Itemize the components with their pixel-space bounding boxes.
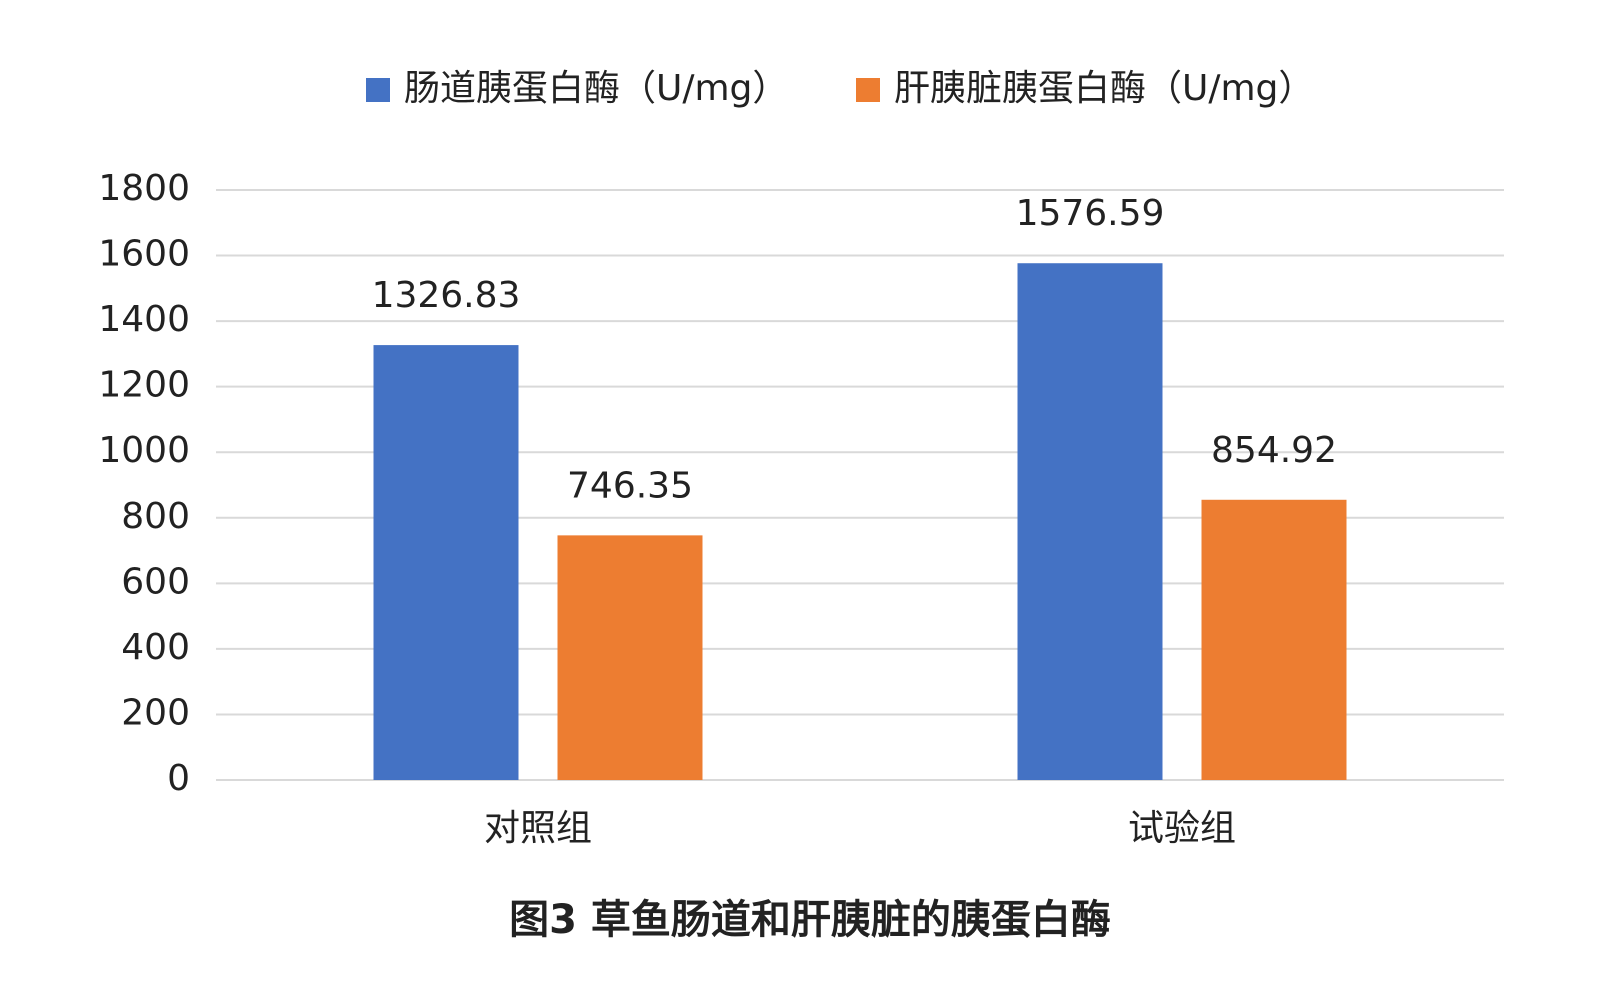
legend-swatch — [366, 78, 390, 102]
category-label: 对照组 — [484, 808, 592, 849]
legend-label: 肝胰脏胰蛋白酶（U/mg） — [894, 68, 1314, 109]
y-tick-label: 1200 — [98, 365, 190, 406]
y-tick-label: 1000 — [98, 430, 190, 471]
y-axis-tick-labels: 0 200 400 600 800 1000 1200 1400 1600 1800 — [98, 168, 190, 799]
y-tick-label: 400 — [121, 627, 190, 668]
bar-series-2-test — [1201, 499, 1347, 780]
legend: 肠道胰蛋白酶（U/mg） 肝胰脏胰蛋白酶（U/mg） — [366, 68, 1314, 109]
bar-series-1-test — [1017, 263, 1163, 780]
data-label: 854.92 — [1211, 430, 1337, 471]
y-tick-label: 200 — [121, 692, 190, 733]
data-label: 1326.83 — [372, 275, 521, 316]
category-labels: 对照组 试验组 — [484, 808, 1236, 849]
bar-series-1-control — [373, 345, 519, 780]
data-labels: 1326.83 746.35 1576.59 854.92 — [372, 193, 1337, 506]
y-tick-label: 0 — [167, 758, 190, 799]
legend-swatch — [856, 78, 880, 102]
data-label: 1576.59 — [1016, 193, 1165, 234]
y-tick-label: 1400 — [98, 299, 190, 340]
y-tick-label: 1600 — [98, 234, 190, 275]
data-label: 746.35 — [567, 465, 693, 506]
category-label: 试验组 — [1128, 808, 1236, 849]
bars — [373, 263, 1347, 780]
y-tick-label: 600 — [121, 561, 190, 602]
y-tick-label: 800 — [121, 496, 190, 537]
y-tick-label: 1800 — [98, 168, 190, 209]
bar-series-2-control — [557, 535, 703, 780]
legend-label: 肠道胰蛋白酶（U/mg） — [404, 68, 788, 109]
chart-title: 图3 草鱼肠道和肝胰脏的胰蛋白酶 — [509, 897, 1111, 943]
